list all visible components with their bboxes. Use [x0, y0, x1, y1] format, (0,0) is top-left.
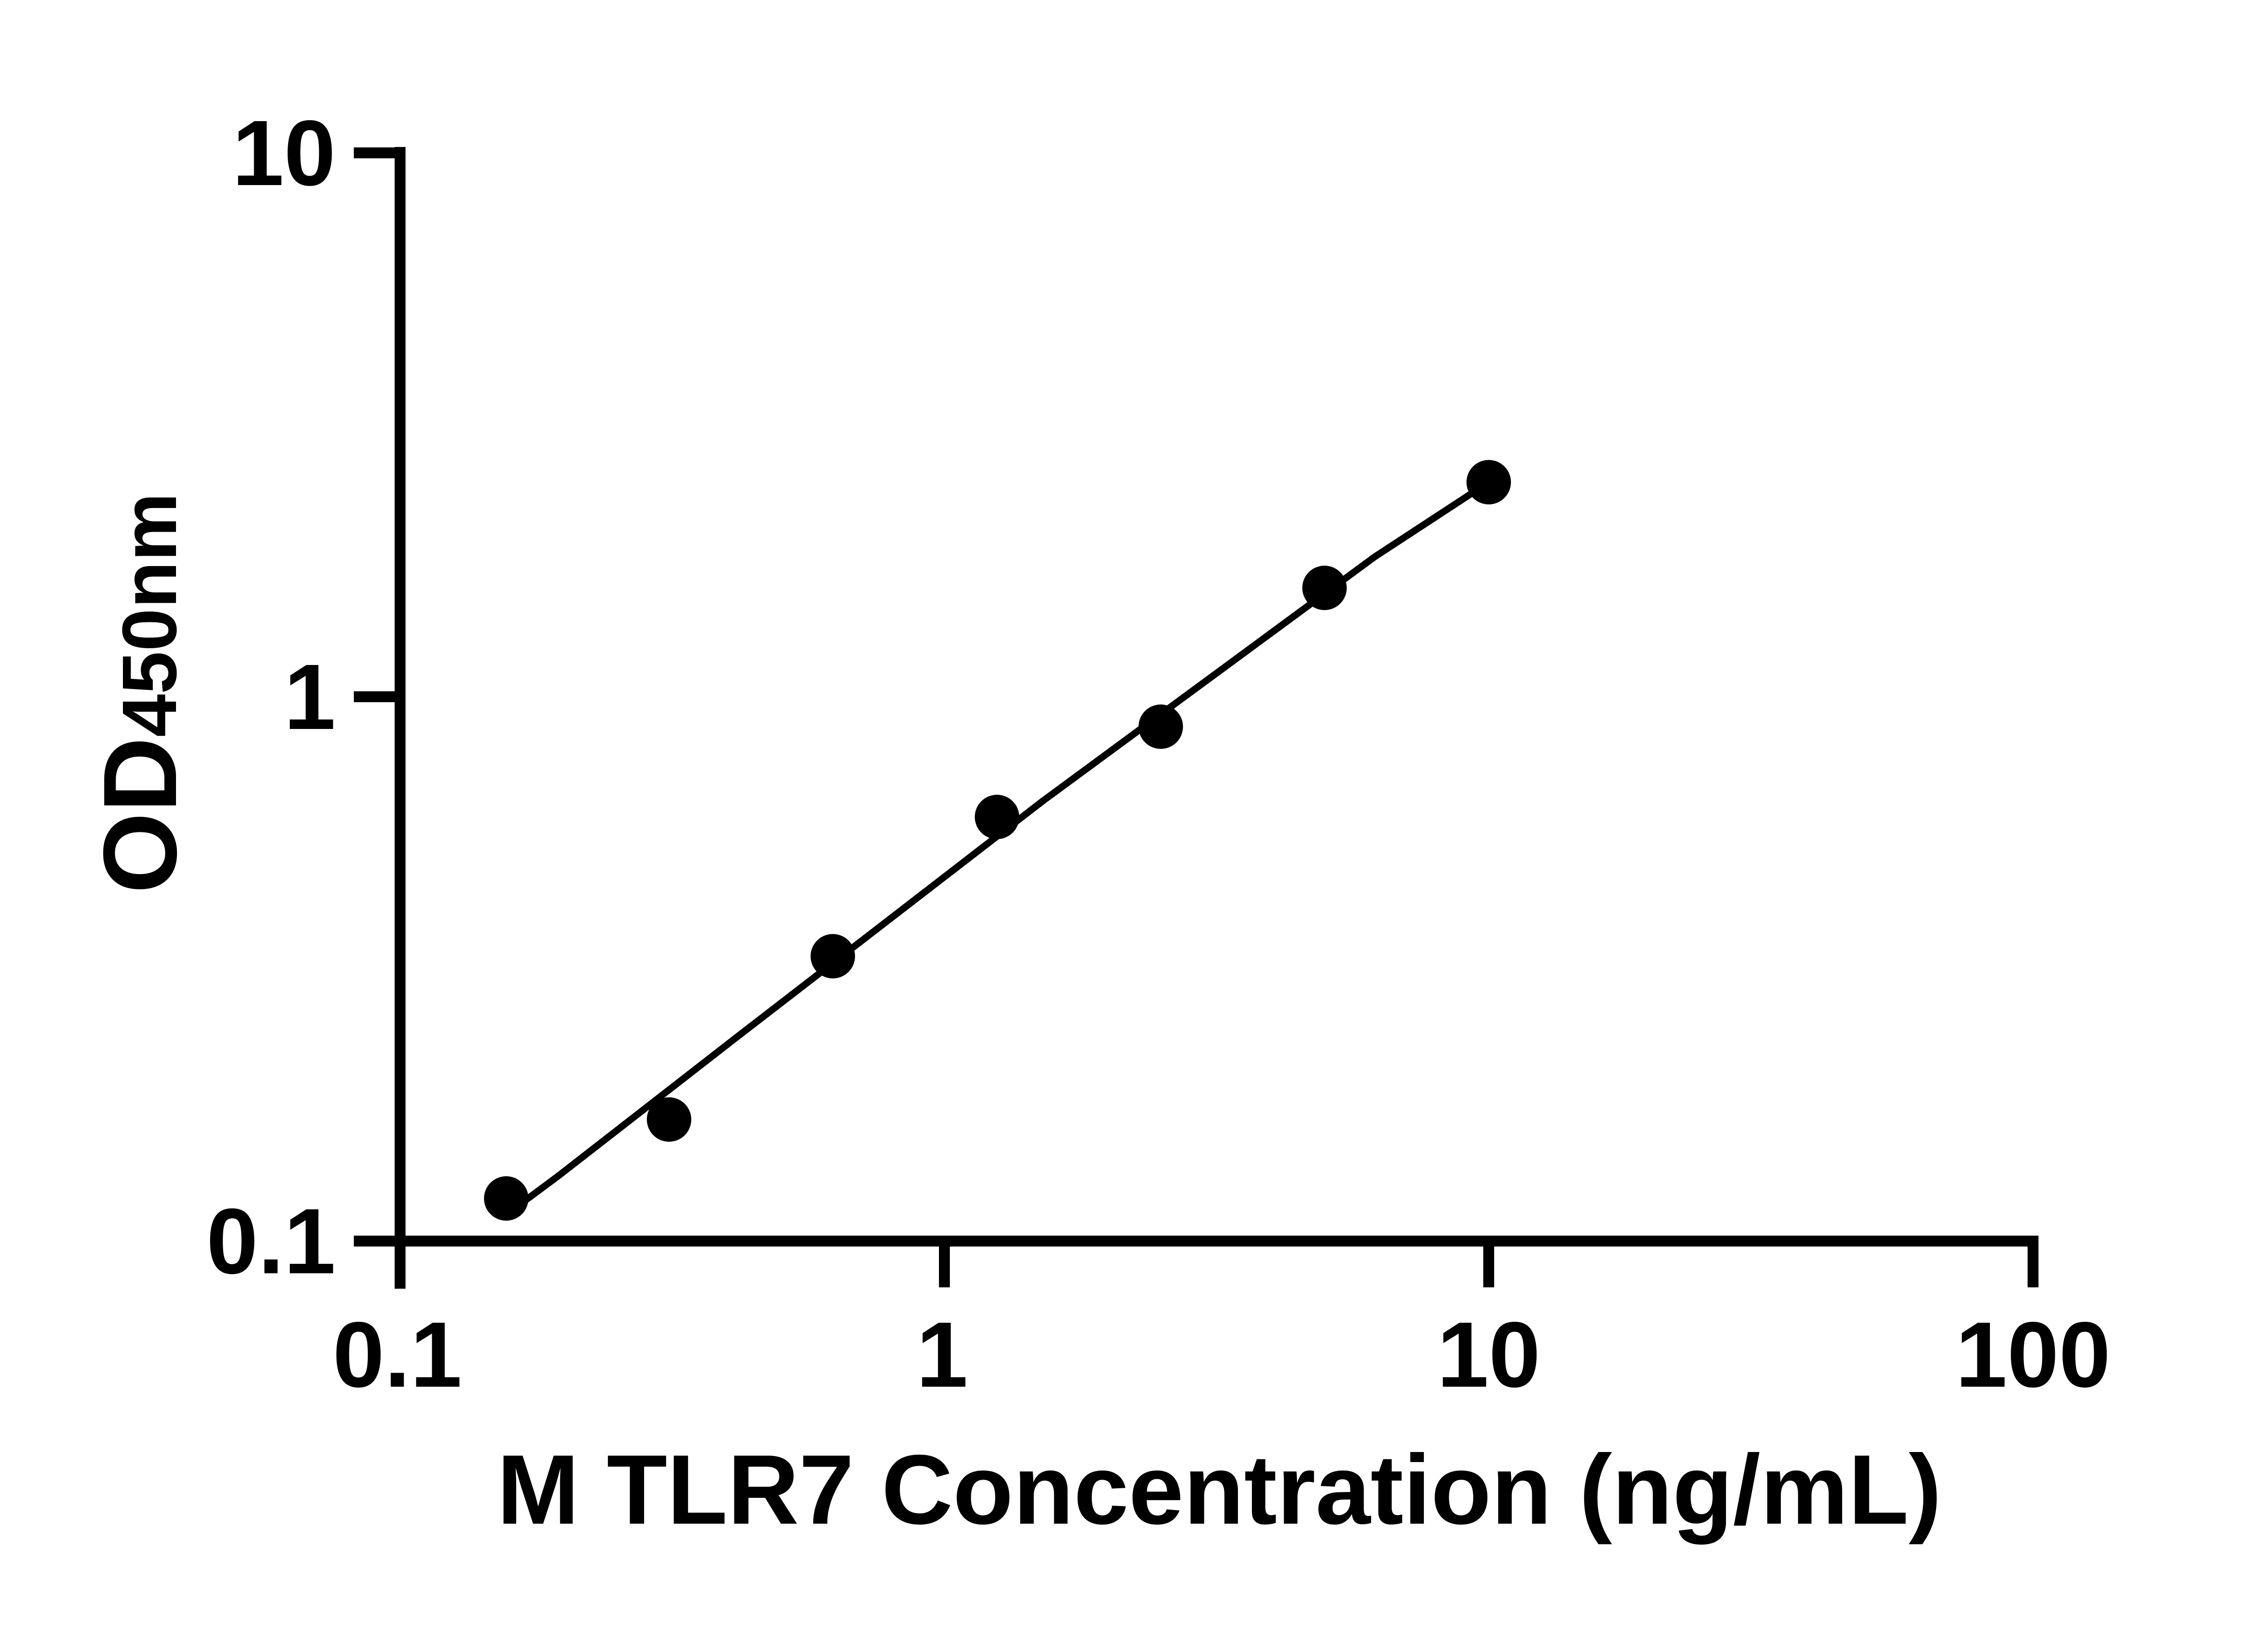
svg-text:1: 1 [916, 1303, 968, 1407]
svg-text:0.1: 0.1 [206, 1189, 336, 1293]
svg-text:0.1: 0.1 [333, 1303, 462, 1407]
svg-text:10: 10 [1437, 1303, 1540, 1407]
svg-text:100: 100 [1955, 1303, 2111, 1407]
svg-text:M TLR7 Concentration (ng/mL): M TLR7 Concentration (ng/mL) [497, 1435, 1942, 1545]
svg-text:1: 1 [284, 645, 336, 749]
svg-text:OD450nm: OD450nm [82, 493, 198, 894]
svg-text:10: 10 [232, 101, 336, 205]
